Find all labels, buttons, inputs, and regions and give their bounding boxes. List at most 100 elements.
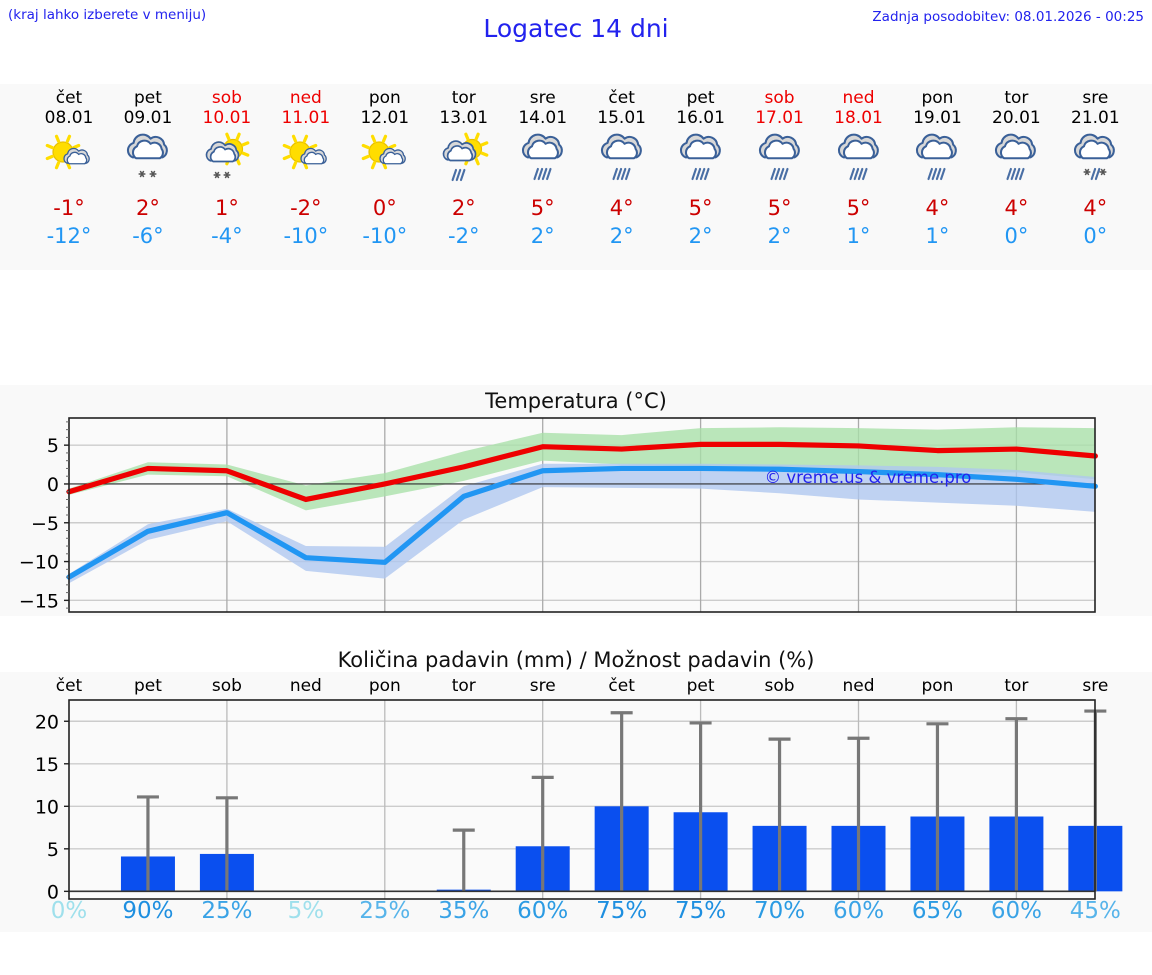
- temp-line-1: [66, 465, 1098, 580]
- prec-day-label: sob: [211, 676, 242, 696]
- temperature-chart: 5 0 −5 −10 −15 © vreme.us & vreme.pro: [19, 417, 1098, 613]
- temperature-min: -6°: [132, 224, 164, 248]
- page-header: (kraj lahko izberete v meniju) Logatec 1…: [0, 0, 1152, 84]
- temperature-min: -10°: [362, 224, 408, 248]
- temperature-max: -1°: [53, 196, 85, 220]
- temperature-max: 5°: [767, 196, 792, 220]
- day-forecast-column[interactable]: sre 21.01 4° 0°: [1056, 84, 1135, 270]
- day-name: pet: [686, 88, 715, 108]
- day-date: 20.01: [992, 108, 1041, 128]
- temperature-min: 2°: [688, 224, 713, 248]
- day-name: pon: [921, 88, 954, 108]
- prec-day-label: pon: [921, 676, 954, 696]
- precipitation-probability: 60%: [832, 898, 885, 924]
- precipitation-probability: 70%: [753, 898, 806, 924]
- temperature-chart-title: Temperatura (°C): [485, 389, 667, 413]
- weather-icon-wrapper: [905, 130, 969, 190]
- weather-icon-wrapper: [669, 130, 733, 190]
- temperature-min: -10°: [283, 224, 329, 248]
- day-forecast-column[interactable]: pet 09.01 2° -6°: [108, 84, 187, 270]
- temperature-min: -4°: [211, 224, 243, 248]
- cloud-rain-icon: [916, 133, 958, 181]
- day-name: sre: [1082, 88, 1109, 108]
- day-forecast-column[interactable]: ned 11.01 -2° -10°: [266, 84, 345, 270]
- sun-cloud-icon: [45, 134, 90, 170]
- temperature-min: 2°: [609, 224, 634, 248]
- day-date: 12.01: [360, 108, 410, 128]
- prec-day-label: ned: [842, 676, 875, 696]
- precipitation-probability: 60%: [517, 898, 569, 924]
- day-forecast-column[interactable]: sob 10.01 1° -4°: [187, 84, 266, 270]
- day-date: 10.01: [202, 108, 252, 128]
- weather-icon-wrapper: [827, 130, 891, 190]
- precipitation-probability: 45%: [1069, 898, 1121, 924]
- cloud-rain-icon: [758, 133, 800, 181]
- prec-day-label: pet: [133, 676, 162, 696]
- day-date: 09.01: [123, 108, 173, 128]
- prec-day-label: pon: [368, 676, 401, 696]
- weather-icon-wrapper: [37, 130, 101, 190]
- precipitation-probability: 65%: [911, 898, 963, 924]
- cloud-snow-icon: [126, 133, 168, 178]
- sun-cloud-snow-icon: [205, 132, 250, 179]
- weather-icon-wrapper: [432, 130, 496, 190]
- day-date: 18.01: [834, 108, 883, 128]
- day-name: tor: [1004, 88, 1029, 108]
- sun-cloud-icon: [282, 134, 327, 170]
- day-date: 14.01: [518, 108, 568, 128]
- day-forecast-column[interactable]: pon 12.01 0° -10°: [345, 84, 424, 270]
- prec-ytick-label: 5: [47, 839, 59, 861]
- cloud-rain-icon: [679, 133, 721, 181]
- precipitation-probability: 25%: [201, 898, 253, 924]
- day-name: čet: [608, 88, 635, 108]
- day-name: pet: [133, 88, 162, 108]
- weather-icon-wrapper: [274, 130, 338, 190]
- day-date: 17.01: [755, 108, 804, 128]
- day-forecast-column[interactable]: čet 15.01 4° 2°: [582, 84, 661, 270]
- page-title: Logatec 14 dni: [483, 14, 669, 43]
- temperature-max: 4°: [925, 196, 950, 220]
- copyright-watermark: © vreme.us & vreme.pro: [765, 468, 972, 487]
- temperature-min: 0°: [1083, 224, 1108, 248]
- precipitation-chart: 20 15 10 5 0: [35, 699, 1123, 903]
- prec-day-label: ned: [289, 676, 322, 696]
- temperature-max: 5°: [846, 196, 871, 220]
- weather-icon-wrapper: [116, 130, 180, 190]
- prec-day-label: tor: [451, 676, 476, 696]
- weather-icon-wrapper: [511, 130, 575, 190]
- precipitation-probability: 60%: [990, 898, 1042, 924]
- temp-uncertainty-band-1: [69, 463, 1096, 584]
- day-forecast-column[interactable]: čet 08.01 -1° -12°: [30, 84, 109, 270]
- temperature-min: 1°: [846, 224, 871, 248]
- day-date: 16.01: [676, 108, 725, 128]
- day-forecast-column[interactable]: pet 16.01 5° 2°: [661, 84, 740, 270]
- day-name: sob: [764, 88, 795, 108]
- day-forecast-column[interactable]: sre 14.01 5° 2°: [503, 84, 582, 270]
- day-forecast-column[interactable]: tor 20.01 4° 0°: [977, 84, 1056, 270]
- prec-day-label: pet: [686, 676, 715, 696]
- temperature-max: 4°: [1004, 196, 1029, 220]
- day-forecast-column[interactable]: tor 13.01 2° -2°: [424, 84, 503, 270]
- prec-ytick-label: 15: [35, 754, 59, 776]
- temperature-max: 5°: [530, 196, 555, 220]
- prec-day-label: sre: [1082, 676, 1109, 696]
- temperature-max: -2°: [290, 196, 322, 220]
- precipitation-probability: 0%: [50, 898, 88, 924]
- weather-icon-wrapper: [590, 130, 654, 190]
- day-forecast-column[interactable]: pon 19.01 4° 1°: [898, 84, 977, 270]
- temperature-min: 2°: [530, 224, 555, 248]
- prec-day-label: sre: [529, 676, 556, 696]
- prec-plot-frame: [68, 699, 1096, 900]
- day-forecast-column[interactable]: ned 18.01 5° 1°: [819, 84, 898, 270]
- last-updated-text: Zadnja posodobitev: 08.01.2026 - 00:25: [872, 9, 1144, 25]
- precipitation-probability: 75%: [596, 898, 648, 924]
- day-date: 19.01: [913, 108, 962, 128]
- day-forecast-column[interactable]: sob 17.01 5° 2°: [740, 84, 819, 270]
- cloud-rain-snow-icon: [1074, 133, 1116, 181]
- temperature-max: 2°: [451, 196, 476, 220]
- temp-ytick-label: 0: [47, 474, 59, 496]
- sun-cloud-icon: [361, 134, 406, 170]
- precipitation-probability: 75%: [675, 898, 727, 924]
- temperature-max: 4°: [609, 196, 634, 220]
- temp-line-0: [66, 441, 1098, 503]
